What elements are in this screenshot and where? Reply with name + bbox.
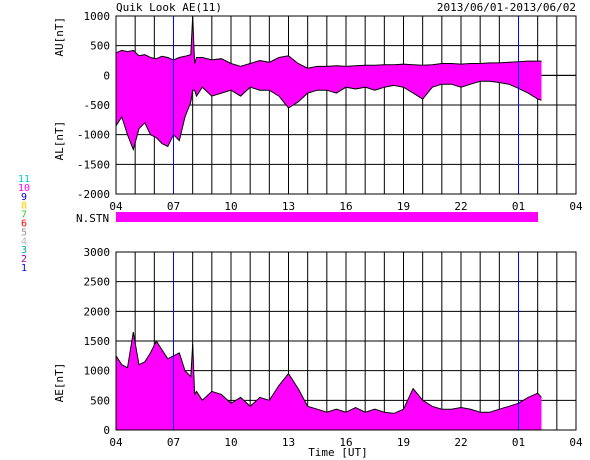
x-tick-label: 16 xyxy=(339,436,352,449)
x-tick-label: 10 xyxy=(224,200,237,213)
x-tick-label: 04 xyxy=(569,436,583,449)
station-count-label: 11 xyxy=(18,174,30,185)
series-area xyxy=(116,332,542,430)
x-tick-label: 19 xyxy=(397,436,410,449)
station-count-label: 10 xyxy=(18,183,30,194)
x-tick-label: 13 xyxy=(282,200,295,213)
x-tick-label: 01 xyxy=(512,436,525,449)
y-tick-label: 2000 xyxy=(84,305,111,318)
series-line-al xyxy=(115,80,542,152)
y-tick-label: 1000 xyxy=(84,365,111,378)
x-tick-label: 13 xyxy=(282,436,295,449)
y-tick-label: -2000 xyxy=(77,188,110,201)
x-tick-label: 01 xyxy=(512,200,525,213)
y-tick-label: 0 xyxy=(103,69,110,82)
station-count-label: 5 xyxy=(21,227,27,238)
x-tick-label: 07 xyxy=(167,200,180,213)
plot-frame xyxy=(115,251,577,431)
series-area xyxy=(116,16,542,150)
date-range: 2013/06/01-2013/06/02 xyxy=(437,1,576,14)
station-count-label: 3 xyxy=(21,245,27,256)
x-tick-label: 04 xyxy=(569,200,583,213)
x-tick-label: 04 xyxy=(109,200,123,213)
x-tick-label: 22 xyxy=(454,200,467,213)
x-tick-label: 04 xyxy=(109,436,123,449)
y-tick-label: 1000 xyxy=(84,10,111,23)
station-count-label: 1 xyxy=(21,263,27,274)
y-tick-label: -1500 xyxy=(77,158,110,171)
station-count-label: 4 xyxy=(21,236,27,247)
y-tick-label: -1000 xyxy=(77,129,110,142)
station-count-label: 6 xyxy=(21,219,27,230)
y-axis-label-al: AL[nT] xyxy=(53,121,66,161)
series-line-au xyxy=(115,15,542,69)
y-tick-label: 1500 xyxy=(84,335,111,348)
station-count-label: 7 xyxy=(21,210,27,221)
y-tick-label: 500 xyxy=(90,394,110,407)
x-tick-label: 10 xyxy=(224,436,237,449)
plot-frame xyxy=(115,15,577,195)
y-tick-label: 0 xyxy=(103,424,110,437)
station-count-label: 9 xyxy=(21,192,27,203)
station-count-label: 8 xyxy=(21,201,27,212)
x-tick-label: 16 xyxy=(339,200,352,213)
chart-title: Quik Look AE(11) xyxy=(116,1,222,14)
series-line-ae xyxy=(115,332,542,414)
y-tick-label: -500 xyxy=(84,99,111,112)
y-axis-label-au: AU[nT] xyxy=(53,17,66,57)
station-strip-label: N.STN xyxy=(76,212,109,225)
y-tick-label: 3000 xyxy=(84,246,111,259)
x-tick-label: 19 xyxy=(397,200,410,213)
x-axis-label: Time [UT] xyxy=(308,446,368,459)
station-count-label: 2 xyxy=(21,254,27,265)
x-tick-label: 22 xyxy=(454,436,467,449)
station-count-bar xyxy=(116,212,538,222)
y-tick-label: 2500 xyxy=(84,276,111,289)
y-tick-label: 500 xyxy=(90,40,110,53)
x-tick-label: 07 xyxy=(167,436,180,449)
y-axis-label-ae: AE[nT] xyxy=(53,363,66,403)
